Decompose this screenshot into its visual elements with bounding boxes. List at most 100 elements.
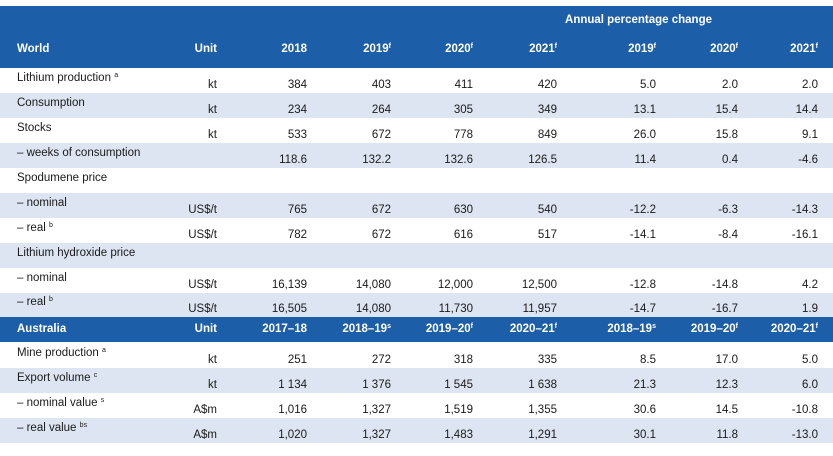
change-cell: -14.3 bbox=[791, 204, 818, 216]
world-label: World bbox=[17, 43, 50, 55]
change-cell: 14.4 bbox=[795, 104, 818, 116]
year-header: 2020–21f bbox=[509, 323, 557, 335]
table-row: – real b US$/t 16,505 14,080 11,730 11,9… bbox=[0, 293, 833, 317]
change-cell: 9.1 bbox=[802, 129, 818, 141]
annual-change-title: Annual percentage change bbox=[565, 14, 712, 26]
value-cell: 12,500 bbox=[521, 279, 557, 291]
year-header: 2019–20f bbox=[425, 323, 473, 335]
change-cell: -14.8 bbox=[711, 279, 738, 291]
value-cell: 782 bbox=[287, 229, 307, 241]
value-cell: 251 bbox=[287, 354, 307, 366]
row-label: – nominal bbox=[17, 272, 67, 284]
unit-cell: kt bbox=[208, 104, 217, 116]
change-header: 2018–19s bbox=[607, 323, 656, 335]
change-cell: 2.0 bbox=[722, 79, 738, 91]
value-cell: 630 bbox=[453, 204, 473, 216]
change-cell: 30.1 bbox=[633, 429, 656, 441]
unit-cell: US$/t bbox=[188, 229, 217, 241]
value-cell: 1,327 bbox=[362, 429, 391, 441]
change-cell: -14.1 bbox=[629, 229, 656, 241]
change-cell: -16.7 bbox=[711, 303, 738, 315]
value-cell: 335 bbox=[537, 354, 557, 366]
table-row: – nominal US$/t 765 672 630 540 -12.2 -6… bbox=[0, 193, 833, 218]
row-label: – nominal bbox=[17, 197, 67, 209]
table-row: – nominal US$/t 16,139 14,080 12,000 12,… bbox=[0, 268, 833, 293]
change-cell: 8.5 bbox=[640, 354, 656, 366]
unit-header: Unit bbox=[194, 43, 217, 55]
year-header: 2019f bbox=[363, 43, 391, 55]
row-label: – real b bbox=[17, 222, 53, 234]
value-cell: 318 bbox=[453, 354, 473, 366]
value-cell: 272 bbox=[371, 354, 391, 366]
row-label: Mine production a bbox=[17, 347, 106, 359]
value-cell: 1,355 bbox=[528, 404, 557, 416]
australia-header: Australia Unit 2017–18 2018–19s 2019–20f… bbox=[0, 317, 833, 342]
change-header: 2021f bbox=[790, 43, 818, 55]
value-cell: 778 bbox=[453, 129, 473, 141]
change-header: 2020f bbox=[710, 43, 738, 55]
change-cell: -13.0 bbox=[791, 429, 818, 441]
unit-cell: US$/t bbox=[188, 279, 217, 291]
change-cell: -8.4 bbox=[718, 229, 738, 241]
year-header: 2018 bbox=[281, 43, 307, 55]
row-label: – nominal value s bbox=[17, 397, 105, 409]
change-cell: -14.7 bbox=[629, 303, 656, 315]
change-cell: 14.5 bbox=[715, 404, 738, 416]
unit-cell: A$m bbox=[193, 429, 217, 441]
row-label: Lithium hydroxide price bbox=[17, 247, 136, 259]
table-row: – nominal value s A$m 1,016 1,327 1,519 … bbox=[0, 393, 833, 418]
value-cell: 672 bbox=[371, 129, 391, 141]
change-cell: 30.6 bbox=[633, 404, 656, 416]
table-row: Mine production a kt 251 272 318 335 8.5… bbox=[0, 343, 833, 368]
value-cell: 14,080 bbox=[355, 303, 391, 315]
change-cell: 1.9 bbox=[802, 303, 818, 315]
row-label: Stocks bbox=[17, 122, 52, 134]
section-row: Spodumene price bbox=[0, 168, 833, 193]
value-cell: 533 bbox=[287, 129, 307, 141]
value-cell: 1 638 bbox=[528, 379, 557, 391]
value-cell: 264 bbox=[371, 104, 391, 116]
unit-cell: kt bbox=[208, 79, 217, 91]
row-label: – real b bbox=[17, 296, 53, 308]
value-cell: 420 bbox=[537, 79, 557, 91]
world-header: Annual percentage change World Unit 2018… bbox=[0, 6, 833, 68]
table-row: – real value bs A$m 1,020 1,327 1,483 1,… bbox=[0, 418, 833, 443]
value-cell: 540 bbox=[537, 204, 557, 216]
change-cell: 6.0 bbox=[802, 379, 818, 391]
value-cell: 126.5 bbox=[528, 154, 557, 166]
year-header: 2017–18 bbox=[262, 323, 307, 335]
change-cell: 5.0 bbox=[640, 79, 656, 91]
unit-header: Unit bbox=[194, 323, 217, 335]
change-cell: -12.8 bbox=[629, 279, 656, 291]
table-row: Lithium production a kt 384 403 411 420 … bbox=[0, 68, 833, 93]
table-row: Stocks kt 533 672 778 849 26.0 15.8 9.1 bbox=[0, 118, 833, 143]
table-row: – real b US$/t 782 672 616 517 -14.1 -8.… bbox=[0, 218, 833, 243]
change-header: 2020–21f bbox=[770, 323, 818, 335]
unit-cell: kt bbox=[208, 354, 217, 366]
value-cell: 672 bbox=[371, 204, 391, 216]
change-cell: 0.4 bbox=[722, 154, 738, 166]
value-cell: 132.6 bbox=[444, 154, 473, 166]
value-cell: 11,957 bbox=[522, 303, 557, 315]
unit-cell: kt bbox=[208, 379, 217, 391]
value-cell: 11,730 bbox=[438, 303, 473, 315]
change-cell: 21.3 bbox=[633, 379, 656, 391]
unit-cell: US$/t bbox=[188, 204, 217, 216]
unit-cell: US$/t bbox=[188, 303, 217, 315]
value-cell: 517 bbox=[537, 229, 557, 241]
year-header: 2020f bbox=[445, 43, 473, 55]
value-cell: 1,327 bbox=[362, 404, 391, 416]
value-cell: 12,000 bbox=[437, 279, 473, 291]
change-cell: 26.0 bbox=[633, 129, 656, 141]
year-header: 2018–19s bbox=[342, 323, 391, 335]
value-cell: 1,483 bbox=[444, 429, 473, 441]
value-cell: 1,291 bbox=[528, 429, 557, 441]
row-label: Export volume c bbox=[17, 372, 98, 384]
change-cell: 5.0 bbox=[802, 354, 818, 366]
row-label: Spodumene price bbox=[17, 172, 108, 184]
value-cell: 1,016 bbox=[278, 404, 307, 416]
change-cell: 11.8 bbox=[716, 429, 738, 441]
year-header: 2021f bbox=[529, 43, 557, 55]
change-cell: -16.1 bbox=[791, 229, 818, 241]
table-row: – weeks of consumption 118.6 132.2 132.6… bbox=[0, 143, 833, 168]
